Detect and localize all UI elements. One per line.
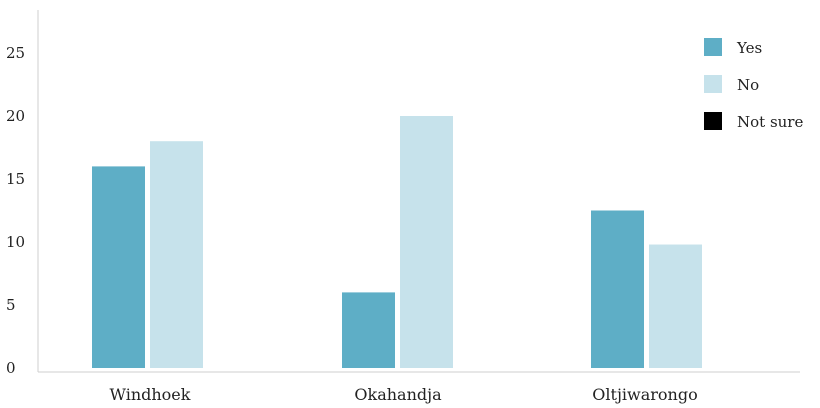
y-tick-label: 20 [6, 107, 25, 125]
legend-label: Yes [736, 39, 762, 57]
y-tick-label: 5 [6, 296, 16, 314]
legend-label: No [737, 76, 759, 94]
bar-no-oltjiwarongo [649, 244, 702, 368]
bars [92, 116, 702, 368]
legend-swatch-yes [704, 38, 722, 56]
bar-no-okahandja [400, 116, 453, 368]
legend-swatch-no [704, 75, 722, 93]
x-category-label: Windhoek [110, 385, 191, 404]
y-tick-label: 15 [6, 170, 25, 188]
y-axis: 0 5 10 15 20 25 [6, 10, 39, 377]
y-tick-label: 25 [6, 44, 25, 62]
bar-yes-okahandja [342, 292, 395, 368]
y-tick-label: 10 [6, 233, 25, 251]
legend-label: Not sure [737, 113, 803, 131]
legend-swatch-not-sure [704, 112, 722, 130]
bar-no-windhoek [150, 141, 203, 368]
x-category-label: Oltjiwarongo [592, 385, 697, 404]
x-category-label: Okahandja [354, 385, 442, 404]
bar-yes-windhoek [92, 166, 145, 368]
y-tick-label: 0 [6, 359, 16, 377]
bar-yes-oltjiwarongo [591, 210, 644, 368]
x-axis: Windhoek Okahandja Oltjiwarongo [38, 371, 800, 404]
legend: Yes No Not sure [704, 38, 803, 131]
